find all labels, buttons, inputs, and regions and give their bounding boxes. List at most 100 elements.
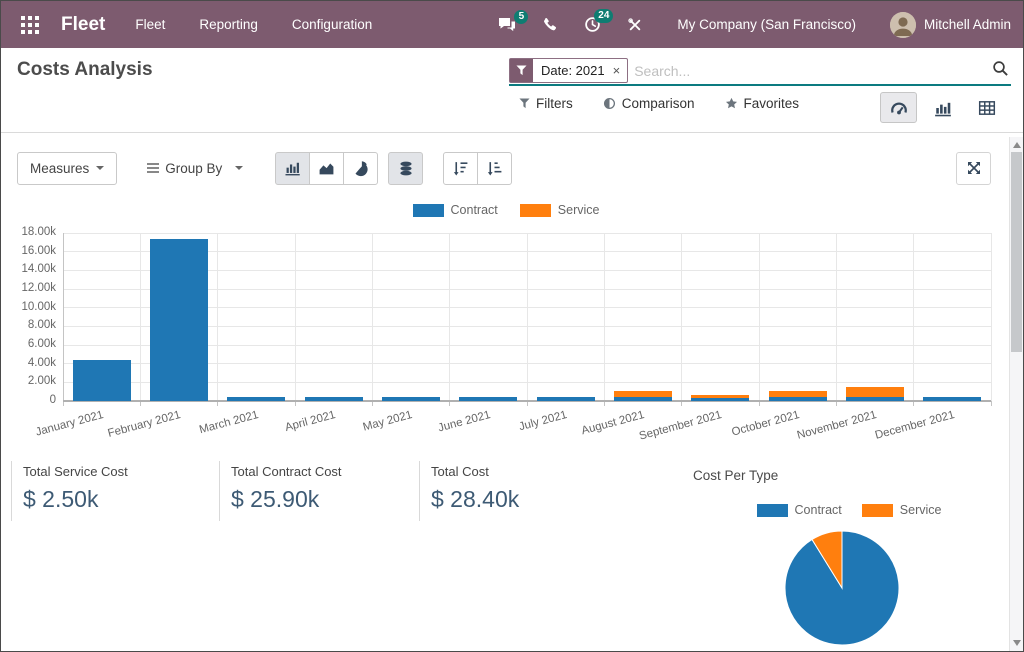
chevron-down-icon: [235, 166, 243, 170]
bar-segment-service[interactable]: [769, 391, 827, 397]
sort-group: [443, 152, 512, 185]
x-tick-label: February 2021: [107, 409, 182, 440]
messages-button[interactable]: 5: [498, 17, 516, 33]
apps-menu-button[interactable]: [17, 12, 43, 38]
x-tick-label: December 2021: [873, 409, 955, 442]
stacked-toggle-button[interactable]: [388, 152, 423, 185]
y-tick-label: 12.00k: [1, 282, 56, 294]
bar-segment-contract[interactable]: [769, 397, 827, 401]
bar-segment-contract[interactable]: [382, 397, 440, 401]
grid-line: [604, 233, 605, 401]
x-tick-label: August 2021: [581, 409, 646, 437]
grid-line: [295, 233, 296, 401]
company-switcher[interactable]: My Company (San Francisco): [677, 17, 856, 32]
y-tick-label: 8.00k: [1, 319, 56, 331]
favorites-menu-button[interactable]: Favorites: [725, 96, 800, 111]
view-dashboard-button[interactable]: [880, 92, 917, 123]
search-icon[interactable]: [992, 60, 1009, 82]
grid-line: [449, 233, 450, 401]
menu-configuration[interactable]: Configuration: [292, 17, 372, 32]
filters-label: Filters: [536, 96, 573, 111]
kpi-label: Total Contract Cost: [231, 464, 411, 479]
bar-segment-contract[interactable]: [923, 397, 981, 401]
legend-item-contract[interactable]: Contract: [413, 203, 498, 217]
grid-line: [140, 233, 141, 401]
grid-line: [681, 233, 682, 401]
expand-fullscreen-button[interactable]: [956, 152, 991, 185]
scrollbar-thumb[interactable]: [1011, 152, 1022, 352]
menu-reporting[interactable]: Reporting: [199, 17, 258, 32]
bars-icon: [147, 163, 159, 173]
search-input[interactable]: [634, 63, 992, 79]
bar-segment-service[interactable]: [846, 387, 904, 397]
sort-descending-button[interactable]: [443, 152, 478, 185]
line-chart-type-button[interactable]: [309, 152, 344, 185]
pie-chart: [784, 530, 900, 646]
bar-segment-contract[interactable]: [305, 397, 363, 401]
measures-button[interactable]: Measures: [17, 152, 117, 185]
sort-ascending-button[interactable]: [477, 152, 512, 185]
kpi-label: Total Cost: [431, 464, 649, 479]
legend-item-contract[interactable]: Contract: [757, 503, 842, 517]
legend-label: Contract: [451, 203, 498, 217]
bar-segment-contract[interactable]: [691, 398, 749, 401]
legend-label: Service: [900, 503, 942, 517]
filter-funnel-icon: [519, 98, 530, 109]
view-switcher: [880, 92, 1005, 123]
activities-button[interactable]: 24: [584, 16, 601, 33]
bar-segment-contract[interactable]: [459, 397, 517, 401]
vertical-scrollbar[interactable]: [1009, 137, 1023, 651]
scroll-up-arrow[interactable]: [1010, 139, 1023, 151]
y-tick-label: 0: [1, 394, 56, 406]
group-by-button[interactable]: Group By: [135, 152, 255, 185]
bar-chart-type-button[interactable]: [275, 152, 310, 185]
comparison-menu-button[interactable]: Comparison: [603, 96, 695, 111]
bar-segment-contract[interactable]: [614, 397, 672, 401]
kpi-value: $ 28.40k: [431, 486, 649, 513]
x-tick-label: May 2021: [362, 409, 414, 434]
bar-segment-contract[interactable]: [846, 397, 904, 401]
pie-chart-type-button[interactable]: [343, 152, 378, 185]
facet-label: Date: 2021: [533, 59, 613, 82]
view-pivot-button[interactable]: [968, 92, 1005, 123]
search-options-row: Filters Comparison Favorites: [519, 96, 799, 111]
avatar: [890, 12, 916, 38]
x-tick-label: October 2021: [730, 409, 800, 439]
legend-item-service[interactable]: Service: [862, 503, 942, 517]
favorites-label: Favorites: [744, 96, 800, 111]
x-tick-label: September 2021: [638, 409, 723, 443]
bar-segment-service[interactable]: [691, 395, 749, 397]
menu-fleet[interactable]: Fleet: [135, 17, 165, 32]
bar-chart: ContractService 02.00k4.00k6.00k8.00k10.…: [1, 201, 1011, 463]
phone-button[interactable]: [542, 17, 558, 33]
apps-grid-icon: [21, 16, 39, 34]
user-menu[interactable]: Mitchell Admin: [890, 12, 1011, 38]
legend-item-service[interactable]: Service: [520, 203, 600, 217]
comparison-label: Comparison: [622, 96, 695, 111]
bar-segment-contract[interactable]: [150, 239, 208, 401]
view-graph-button[interactable]: [924, 92, 961, 123]
chart-type-group: [275, 152, 378, 185]
scroll-down-arrow[interactable]: [1010, 637, 1023, 649]
avatar-image: [890, 12, 916, 38]
y-tick-label: 16.00k: [1, 245, 56, 257]
x-tick-label: March 2021: [198, 409, 260, 436]
app-brand[interactable]: Fleet: [61, 14, 105, 36]
x-tick-label: June 2021: [436, 409, 491, 434]
bar-segment-contract[interactable]: [537, 397, 595, 401]
kpi-label: Total Service Cost: [23, 464, 211, 479]
filters-menu-button[interactable]: Filters: [519, 96, 573, 111]
tools-icon: [627, 17, 643, 33]
grid-line: [913, 233, 914, 401]
bar-segment-contract[interactable]: [227, 397, 285, 401]
chevron-down-icon: [96, 166, 104, 170]
pie-chart-icon: [352, 160, 369, 177]
bar-segment-contract[interactable]: [73, 360, 131, 401]
kpi-total-cost: Total Cost $ 28.40k: [419, 461, 649, 521]
bar-segment-service[interactable]: [614, 391, 672, 397]
legend-swatch: [757, 504, 788, 517]
tools-button[interactable]: [627, 17, 643, 33]
facet-remove-button[interactable]: ×: [613, 59, 628, 82]
grid-line: [527, 233, 528, 401]
stacked-database-icon: [398, 160, 414, 177]
